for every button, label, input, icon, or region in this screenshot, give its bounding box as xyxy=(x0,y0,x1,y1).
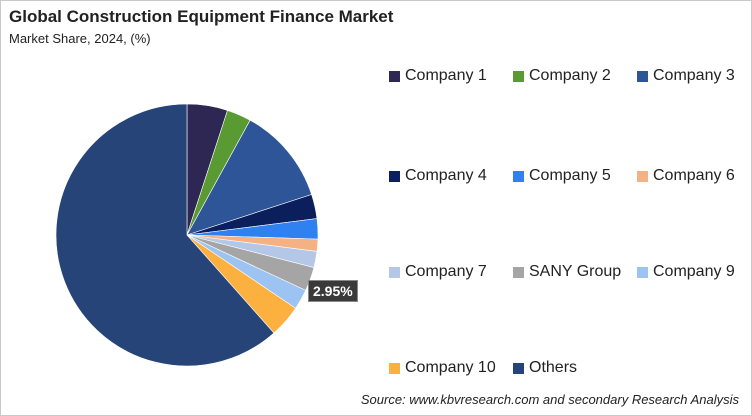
pie-slice-others xyxy=(55,103,275,367)
legend-label: Company 10 xyxy=(405,359,496,376)
legend-swatch xyxy=(513,70,524,82)
legend-label: Company 6 xyxy=(653,167,735,184)
legend-label: Company 4 xyxy=(405,167,487,184)
legend-swatch xyxy=(389,70,400,82)
legend-swatch xyxy=(389,170,400,182)
legend-swatch xyxy=(513,170,524,182)
legend-swatch xyxy=(637,70,648,82)
legend-label: SANY Group xyxy=(529,263,622,280)
pie-slice-company-3 xyxy=(186,119,312,236)
legend-swatch xyxy=(513,362,524,374)
legend-item: Company 7 xyxy=(389,263,487,281)
legend-item: Company 3 xyxy=(637,67,735,85)
legend-item: Company 4 xyxy=(389,167,487,185)
legend-label: Company 2 xyxy=(529,67,611,84)
legend-label: Company 5 xyxy=(529,167,611,184)
legend-item: Company 1 xyxy=(389,67,487,85)
legend-item: SANY Group xyxy=(513,263,621,281)
legend-swatch xyxy=(637,170,648,182)
legend-item: Company 9 xyxy=(637,263,735,281)
legend-item: Company 10 xyxy=(389,359,496,377)
data-label-sany-group: 2.95% xyxy=(308,280,358,302)
legend-label: Others xyxy=(529,359,578,376)
legend-item: Company 6 xyxy=(637,167,735,185)
legend-swatch xyxy=(389,266,400,278)
legend-label: Company 7 xyxy=(405,263,487,280)
chart-title: Global Construction Equipment Finance Ma… xyxy=(9,7,394,26)
legend-item: Company 5 xyxy=(513,167,611,185)
legend-item: Others xyxy=(513,359,577,377)
chart-subtitle: Market Share, 2024, (%) xyxy=(9,31,151,46)
legend-item: Company 2 xyxy=(513,67,611,85)
legend-label: Company 9 xyxy=(653,263,735,280)
source-note: Source: www.kbvresearch.com and secondar… xyxy=(360,392,739,407)
legend-label: Company 1 xyxy=(405,67,487,84)
legend-swatch xyxy=(513,266,524,278)
legend-swatch xyxy=(389,362,400,374)
legend-label: Company 3 xyxy=(653,67,735,84)
legend-swatch xyxy=(637,266,648,278)
